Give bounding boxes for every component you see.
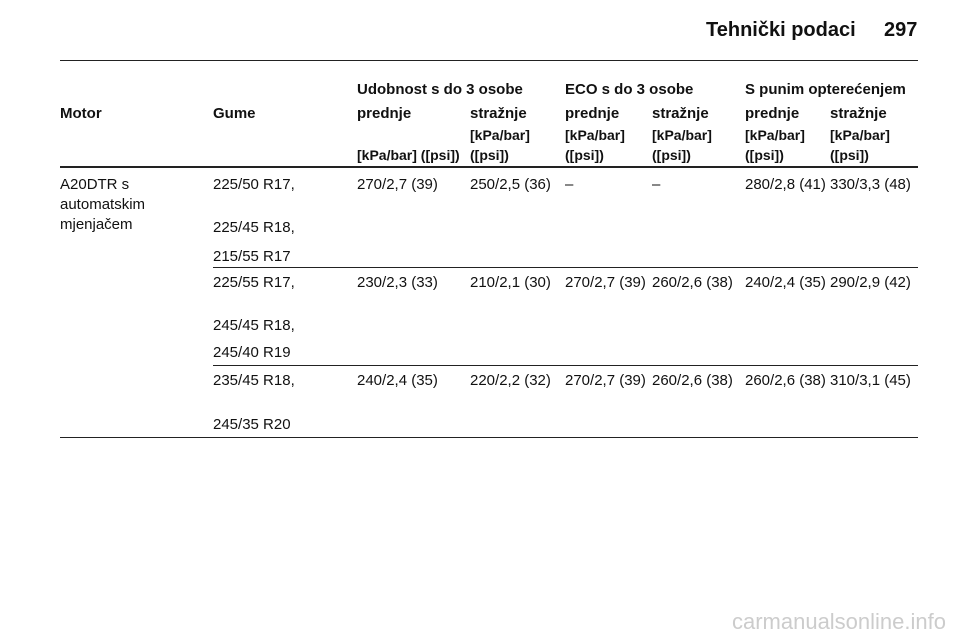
tyre-size: 225/55 R17, (213, 274, 295, 291)
unit-header: [kPa/bar] ([psi]) (652, 127, 712, 163)
pressure: 240/2,4 (35) (357, 372, 438, 389)
pressure: 240/2,4 (35) (745, 274, 826, 291)
column-header: stražnje (652, 105, 709, 122)
column-header: Motor (60, 105, 102, 122)
pressure: 230/2,3 (33) (357, 274, 438, 291)
pressure: 250/2,5 (36) (470, 176, 551, 193)
column-header: prednje (357, 105, 412, 122)
unit-header: [kPa/bar] ([psi]) (470, 127, 530, 163)
motor: A20DTR s automatskim mjenjačem (60, 176, 146, 233)
tyre-size: 245/35 R20 (213, 416, 291, 433)
column-header: prednje (565, 105, 620, 122)
rule (213, 365, 918, 366)
pressure: 270/2,7 (39) (565, 372, 646, 389)
group-header: S punim opterećenjem (745, 81, 906, 98)
pressure: 270/2,7 (39) (357, 176, 438, 193)
tyre-size: 215/55 R17 (213, 248, 291, 265)
rule (60, 60, 918, 61)
unit-header: [kPa/bar] ([psi]) (357, 147, 460, 163)
column-header: stražnje (470, 105, 527, 122)
pressure: 290/2,9 (42) (830, 274, 911, 291)
pressure: 330/3,3 (48) (830, 176, 911, 193)
watermark: carmanualsonline.info (731, 609, 946, 634)
pressure: 260/2,6 (38) (745, 372, 826, 389)
pressure: – (565, 176, 574, 193)
group-header: ECO s do 3 osobe (565, 81, 694, 98)
unit-header: [kPa/bar] ([psi]) (745, 127, 805, 163)
rule (60, 166, 918, 168)
pressure: 270/2,7 (39) (565, 274, 646, 291)
rule (60, 437, 918, 438)
tyre-size: 245/45 R18, (213, 317, 295, 334)
tyre-size: 245/40 R19 (213, 344, 291, 361)
page-number: 297 (884, 19, 918, 41)
tyre-size: 235/45 R18, (213, 372, 295, 389)
pressure: – (652, 176, 661, 193)
column-header: stražnje (830, 105, 887, 122)
pressure: 280/2,8 (41) (745, 176, 826, 193)
pressure: 210/2,1 (30) (470, 274, 551, 291)
column-header: Gume (213, 105, 256, 122)
unit-header: [kPa/bar] ([psi]) (565, 127, 625, 163)
tyre-size: 225/50 R17, (213, 176, 295, 193)
section-title: Tehnički podaci (706, 19, 856, 41)
pressure: 260/2,6 (38) (652, 274, 733, 291)
pressure: 220/2,2 (32) (470, 372, 551, 389)
unit-header: [kPa/bar] ([psi]) (830, 127, 890, 163)
column-header: prednje (745, 105, 800, 122)
pressure: 260/2,6 (38) (652, 372, 733, 389)
group-header: Udobnost s do 3 osobe (357, 81, 523, 98)
tyre-size: 225/45 R18, (213, 219, 295, 236)
rule (213, 267, 918, 268)
pressure: 310/3,1 (45) (830, 372, 911, 389)
